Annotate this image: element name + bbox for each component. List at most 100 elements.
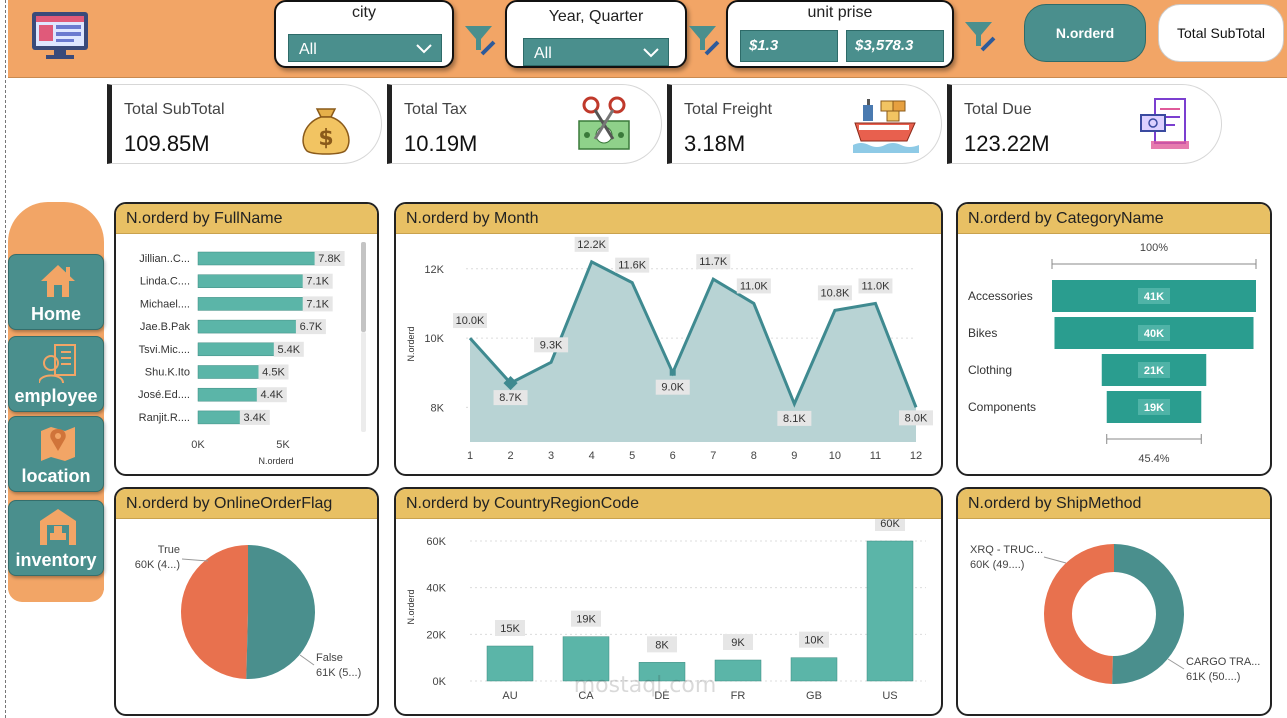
svg-text:$: $ [318, 126, 333, 151]
data-label: 60K (4...) [135, 559, 180, 571]
leader-line [299, 654, 315, 666]
data-label: 11.6K [618, 260, 647, 272]
data-label: 8.7K [499, 392, 522, 404]
data-label-bg [256, 387, 287, 403]
funnel-category-label: Clothing [968, 363, 1012, 377]
x-axis-label: N.orderd [258, 456, 293, 466]
ship-method-donut-chart: XRQ - TRUC... 60K (49....) CARGO TRA... 61K… [970, 544, 1260, 684]
chart-title: N.orderd by ShipMethod [968, 495, 1142, 512]
nav-employee-button[interactable]: employee [8, 336, 104, 412]
x-tick-label: CA [578, 690, 594, 702]
unit-price-slicer-title: unit prise [807, 4, 873, 21]
data-label: 7.1K [306, 298, 329, 310]
unit-price-max-input[interactable]: $3,578.3 [846, 30, 944, 62]
pie-slice [246, 545, 316, 679]
data-label: 61K (5...) [316, 667, 361, 679]
leader-line [181, 558, 209, 562]
data-label: 9K [731, 637, 745, 649]
nav-panel-header [8, 202, 104, 252]
card-header: N.orderd by Month [396, 204, 941, 234]
data-label-bg [295, 319, 326, 335]
kpi-label: Total SubTotal [124, 101, 225, 118]
kpi-card-total-due: Total Due 123.22M [947, 84, 1222, 164]
data-label: 15K [500, 623, 520, 635]
bar [638, 662, 686, 682]
nav-inventory-label: inventory [15, 550, 97, 570]
nav-inventory-button[interactable]: inventory [8, 500, 104, 576]
tax-icon [578, 96, 630, 150]
data-label-bg [777, 410, 812, 426]
home-icon [41, 265, 75, 297]
month-area-chart: 8K 10K 12K N.orderd 10.0K 1 8.7K 2 9.3K 3 12.2K 4 11… [406, 236, 933, 462]
data-label-bg [817, 285, 852, 301]
data-point [669, 369, 676, 376]
bar [197, 274, 319, 288]
x-tick-label: FR [731, 690, 746, 702]
pie-slice [1044, 544, 1114, 684]
total-subtotal-toggle-button[interactable]: Total SubTotal [1158, 4, 1284, 62]
filter-edit-icon[interactable] [962, 18, 998, 54]
cargo-ship-icon [853, 99, 919, 153]
data-label-bg [858, 278, 893, 294]
data-label: 8K [655, 639, 669, 651]
data-label: 7.8K [318, 253, 341, 265]
data-label: 10.0K [456, 315, 485, 327]
x-tick-label: 10 [829, 450, 841, 462]
unit-price-min-input[interactable]: $1.3 [740, 30, 838, 62]
city-slicer: city All [274, 0, 454, 68]
data-label: 60K (49....) [970, 559, 1024, 571]
data-label: 7.1K [306, 276, 329, 288]
nav-employee-label: employee [14, 386, 98, 406]
bar [486, 645, 534, 682]
data-label: 5.4K [277, 344, 300, 356]
scrollbar-thumb [361, 242, 366, 332]
nav-home-label: Home [30, 304, 81, 324]
kpi-card-total-subtotal: Total SubTotal 109.85M $ [107, 84, 382, 164]
data-label: 8.0K [905, 412, 928, 424]
year-quarter-slicer-title: Year, Quarter [548, 8, 644, 25]
norderd-toggle-button[interactable]: N.orderd [1024, 4, 1146, 62]
year-quarter-dropdown[interactable]: All [523, 38, 669, 66]
bar [790, 657, 838, 682]
x-tick-label: 6 [670, 450, 676, 462]
y-tick-label: 40K [426, 583, 446, 595]
x-tick-label: 1 [467, 450, 473, 462]
legend-category-label: True [158, 544, 180, 556]
data-label: 10.8K [821, 287, 850, 299]
city-dropdown[interactable]: All [288, 34, 442, 62]
area-fill [470, 261, 916, 442]
leader-line [1043, 556, 1067, 564]
nav-location-button[interactable]: location [8, 416, 104, 492]
data-label: 11.0K [740, 280, 769, 292]
nav-location-label: location [21, 466, 91, 486]
card-header: N.orderd by FullName [116, 204, 377, 234]
y-tick-label: 20K [426, 629, 446, 641]
x-tick-label: GB [806, 690, 822, 702]
chart-card-month: N.orderd by Month 8K 10K 12K N.orderd 10.0K 1… [394, 202, 943, 476]
funnel-category-label: Components [968, 400, 1036, 414]
pie-slice [1112, 544, 1185, 684]
funnel-category-label: Accessories [968, 289, 1033, 303]
filter-edit-icon[interactable] [686, 22, 722, 58]
filter-edit-icon[interactable] [462, 22, 498, 58]
year-quarter-slicer: Year, Quarter All [505, 0, 687, 68]
data-label: 10K [804, 635, 824, 647]
data-point [503, 376, 518, 391]
bar-category-label: José.Ed.... [138, 389, 190, 401]
data-label: 6.7K [300, 321, 323, 333]
data-label-bg [493, 390, 528, 406]
page-guide-line [5, 0, 6, 718]
card-header: N.orderd by CategoryName [958, 204, 1270, 234]
data-label: 21K [1144, 365, 1164, 377]
online-order-pie-chart: True 60K (4...) False 61K (5...) [135, 544, 361, 679]
chart-title: N.orderd by CountryRegionCode [406, 495, 640, 512]
nav-home-button[interactable]: Home [8, 254, 104, 330]
bar [714, 659, 762, 682]
kpi-label: Total Freight [684, 101, 773, 118]
bar-category-label: Tsvi.Mic.... [139, 344, 190, 356]
data-label: 40K [1144, 328, 1164, 340]
y-tick-label: 10K [424, 333, 444, 345]
data-label: 4.4K [260, 389, 283, 401]
money-bag-icon: $ [302, 108, 350, 155]
bar [197, 319, 313, 334]
